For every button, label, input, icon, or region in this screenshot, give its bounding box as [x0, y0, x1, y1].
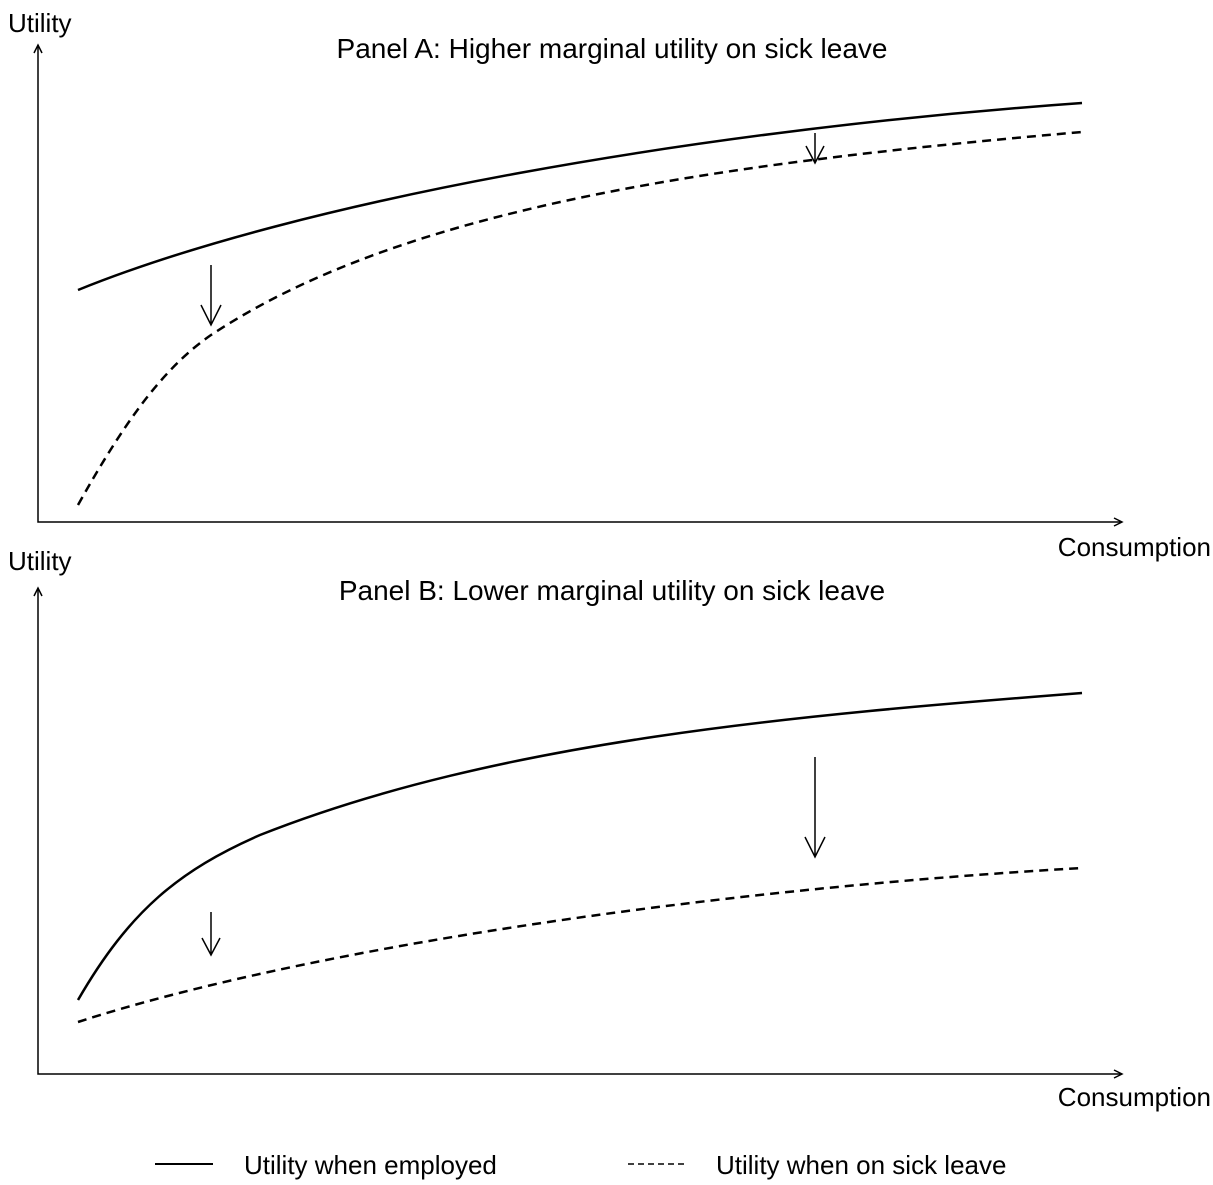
- shift-arrow: [200, 265, 222, 327]
- axes: [37, 588, 1122, 1075]
- sick-leave-curve: [76, 130, 1083, 506]
- axis-arrows: [33, 43, 1124, 527]
- y-axis-label: Utility: [8, 546, 72, 576]
- employed-curve: [77, 101, 1083, 292]
- shift-arrow: [805, 133, 825, 165]
- shift-arrow: [201, 912, 221, 957]
- legend-label: Utility when employed: [244, 1150, 497, 1180]
- panel-title: Panel A: Higher marginal utility on sick…: [337, 33, 888, 64]
- axis-arrows: [33, 586, 1124, 1079]
- employed-curve: [76, 691, 1083, 1001]
- legend-label: Utility when on sick leave: [716, 1150, 1006, 1180]
- x-axis-label: Consumption: [1058, 532, 1211, 562]
- panel-title: Panel B: Lower marginal utility on sick …: [339, 575, 885, 606]
- x-axis-label: Consumption: [1058, 1082, 1211, 1112]
- y-axis-label: Utility: [8, 8, 72, 38]
- sick-leave-curve: [77, 866, 1083, 1024]
- axes: [37, 45, 1122, 523]
- shift-arrow: [804, 757, 826, 859]
